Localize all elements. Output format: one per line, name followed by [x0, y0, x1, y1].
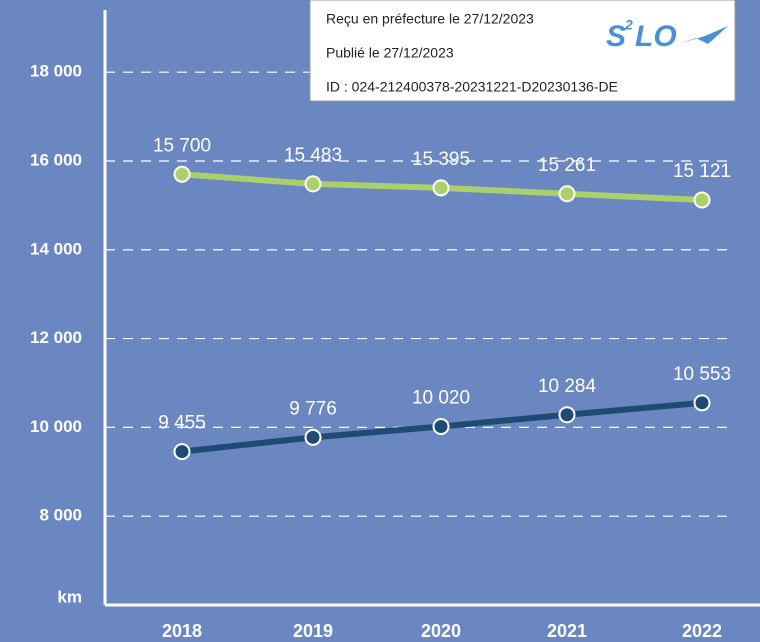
value-label: 10 553	[673, 364, 731, 385]
stamp-box	[309, 0, 736, 102]
point	[558, 406, 576, 424]
stamp-line: Reçu en préfecture le 27/12/2023	[326, 11, 534, 27]
x-tick-label: 2021	[547, 621, 587, 641]
x-tick-label: 2018	[162, 621, 202, 641]
stamp-line: Publié le 27/12/2023	[326, 45, 454, 61]
plot: 8 000 10 000 12 000 14 000 16 000 18 000 2018 2…	[30, 10, 760, 641]
y-tick-label: 10 000	[30, 417, 82, 436]
point	[558, 185, 576, 203]
value-label: 10 284	[538, 376, 597, 397]
value-label: 10 020	[412, 388, 470, 409]
point	[432, 179, 450, 197]
value-label: 9 455	[158, 413, 206, 434]
logo: LO	[635, 20, 677, 53]
y-tick-label: 12 000	[30, 328, 82, 347]
logo-swoosh	[678, 26, 728, 44]
y-axis-label: km	[57, 587, 82, 606]
value-label: 15 121	[673, 161, 731, 182]
point	[693, 191, 711, 209]
x-tick-label: 2019	[293, 621, 333, 641]
stamp-line: ID : 024-212400378-20231221-D20230136-DE	[326, 79, 618, 95]
logo: S	[606, 20, 626, 53]
value-label: 15 700	[153, 135, 211, 156]
y-tick-label: 8 000	[39, 506, 82, 525]
value-label: 15 395	[412, 149, 470, 170]
value-label: 15 483	[284, 145, 342, 166]
value-label: 9 776	[289, 398, 337, 419]
x-tick-label: 2020	[421, 621, 461, 641]
y-tick-label: 18 000	[30, 62, 82, 81]
point	[173, 165, 191, 183]
value-label: 15 261	[538, 155, 596, 176]
x-tick-label: 2022	[682, 621, 722, 641]
point	[432, 418, 450, 435]
point	[173, 443, 191, 461]
point	[693, 394, 711, 412]
point	[304, 175, 322, 193]
stamp: Reçu en préfecture le 27/12/2023 Publié …	[309, 0, 736, 102]
y-tick-label: 16 000	[30, 150, 82, 169]
y-tick-label: 14 000	[30, 239, 82, 258]
point	[304, 428, 322, 446]
logo: 2	[624, 17, 633, 33]
